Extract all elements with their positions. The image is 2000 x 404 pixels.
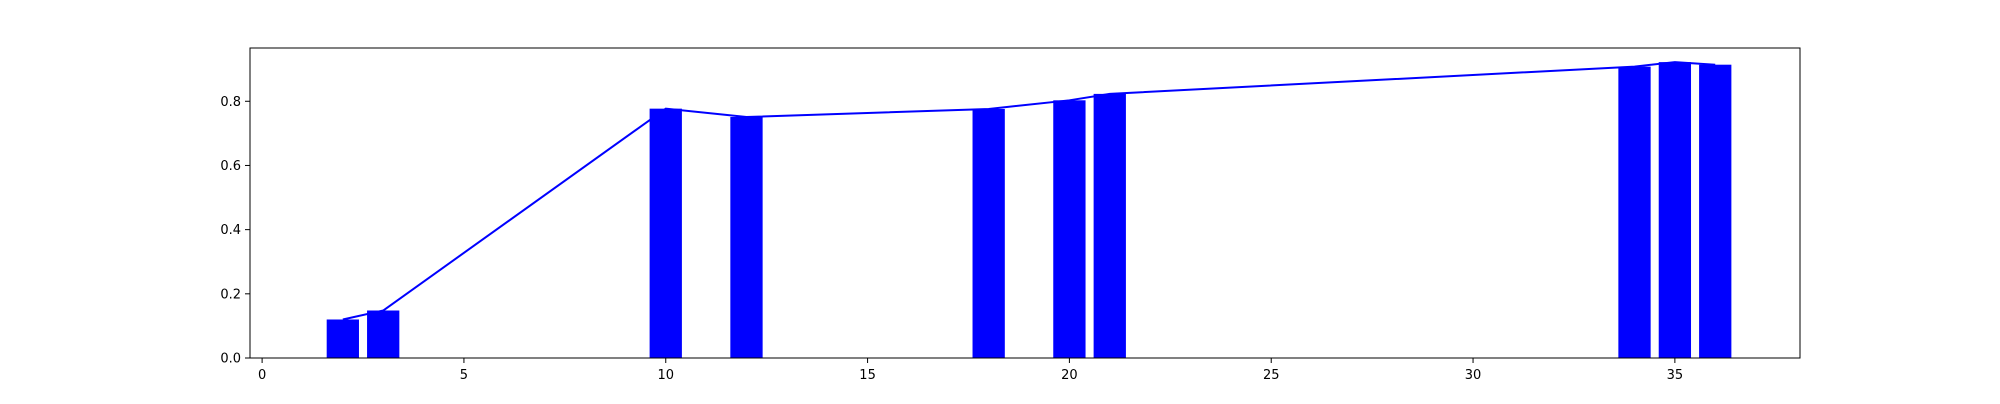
series-line bbox=[342, 61, 1716, 321]
line-layer bbox=[342, 61, 1716, 321]
x-tick-label-6: 30 bbox=[1465, 368, 1482, 383]
y-tick-label-0: 0.0 bbox=[220, 352, 241, 367]
bar-7 bbox=[1618, 66, 1651, 358]
bar-0 bbox=[326, 319, 359, 358]
bar-5 bbox=[1053, 100, 1086, 359]
x-tick-label-0: 0 bbox=[258, 368, 266, 383]
plot-frame bbox=[249, 47, 1801, 359]
x-tick-label-3: 15 bbox=[859, 368, 876, 383]
bar-1 bbox=[367, 310, 400, 358]
bar-2 bbox=[649, 108, 682, 358]
x-tick-label-1: 5 bbox=[460, 368, 468, 383]
y-tick-label-2: 0.4 bbox=[220, 223, 241, 238]
x-tick-label-4: 20 bbox=[1061, 368, 1078, 383]
bar-6 bbox=[1093, 93, 1126, 359]
bar-9 bbox=[1699, 64, 1732, 358]
bar-4 bbox=[972, 108, 1005, 358]
y-tick-label-4: 0.8 bbox=[220, 95, 241, 110]
x-axis: 0 5 10 15 20 25 30 35 bbox=[258, 358, 1683, 383]
bar-8 bbox=[1658, 62, 1692, 358]
bar-3 bbox=[730, 116, 763, 359]
bars-layer bbox=[326, 62, 1732, 359]
y-tick-label-3: 0.6 bbox=[220, 159, 241, 174]
x-tick-label-5: 25 bbox=[1263, 368, 1280, 383]
x-tick-label-2: 10 bbox=[657, 368, 674, 383]
x-tick-label-7: 35 bbox=[1667, 368, 1684, 383]
y-tick-label-1: 0.2 bbox=[220, 287, 241, 302]
y-axis: 0.0 0.2 0.4 0.6 0.8 bbox=[220, 95, 250, 367]
